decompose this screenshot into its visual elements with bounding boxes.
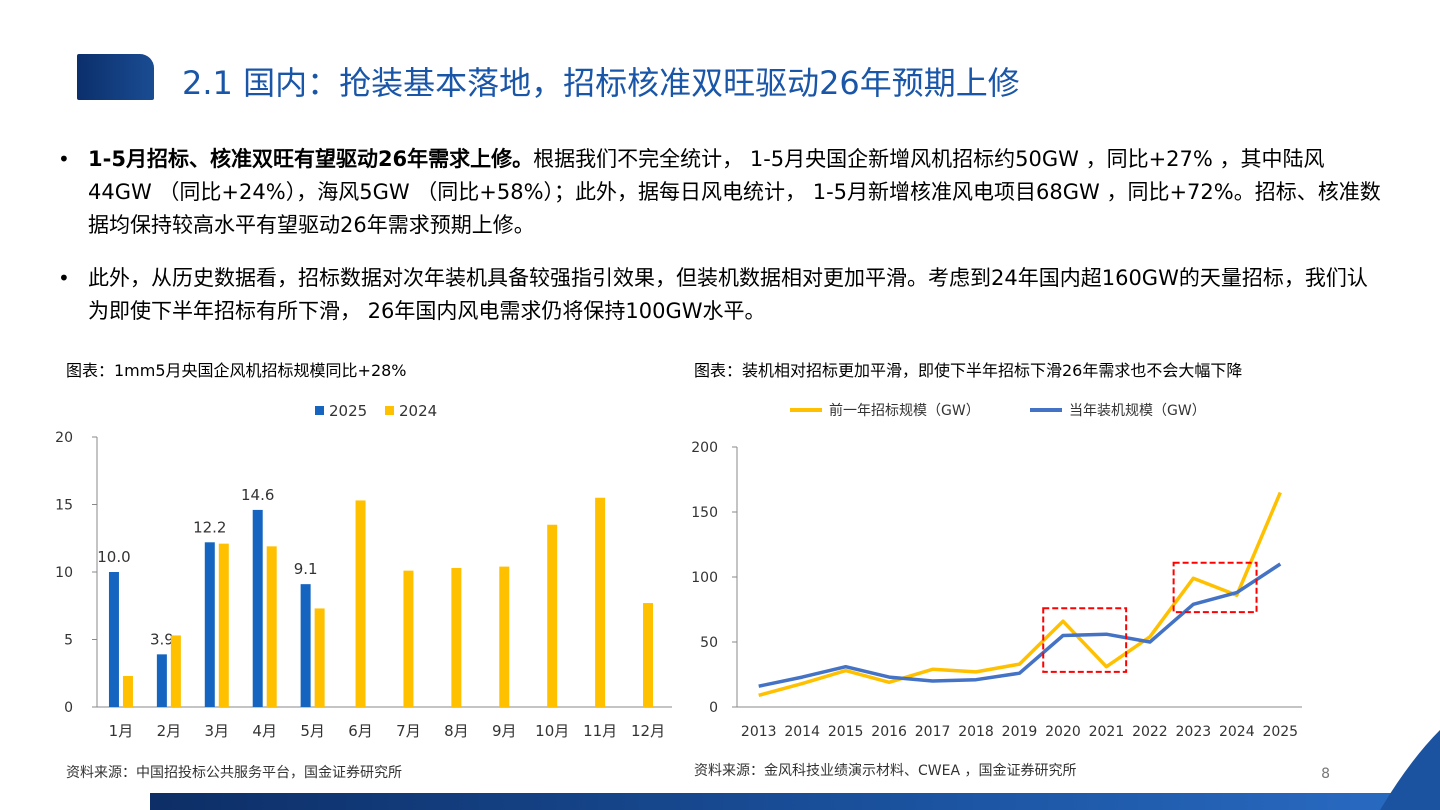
line-y-tick-label: 150: [691, 505, 718, 521]
legend-swatch-2025: [315, 406, 324, 415]
bullet-2-text: 此外，从历史数据看，招标数据对次年装机具备较强指引效果，但装机数据相对更加平滑。…: [88, 266, 1368, 323]
bullet-item-2: 此外，从历史数据看，招标数据对次年装机具备较强指引效果，但装机数据相对更加平滑。…: [58, 262, 1388, 328]
page-number: 8: [1321, 766, 1330, 782]
bullet-item-1: 1-5月招标、核准双旺有望驱动26年需求上修。根据我们不完全统计， 1-5月央国…: [58, 143, 1388, 242]
bar-2024: [218, 543, 229, 707]
line-series-prev-year-bidding: [758, 491, 1282, 697]
line-x-tick-label: 2020: [1045, 724, 1081, 740]
bar-x-tick-label: 5月: [300, 722, 325, 740]
legend-label-1: 当年装机规模（GW）: [1069, 403, 1206, 419]
bar-y-tick-label: 15: [55, 498, 73, 514]
footer-swoosh: [1380, 730, 1440, 810]
bar-2024: [170, 635, 181, 707]
bar-2024: [451, 567, 462, 707]
bar-data-label: 10.0: [97, 548, 130, 566]
page-title: 2.1 国内：抢装基本落地，招标核准双旺驱动26年预期上修: [182, 64, 1020, 102]
bar-x-tick-label: 8月: [444, 722, 469, 740]
bar-2024: [122, 675, 133, 707]
line-x-tick-label: 2017: [915, 724, 951, 740]
bullet-list: 1-5月招标、核准双旺有望驱动26年需求上修。根据我们不完全统计， 1-5月央国…: [58, 143, 1388, 348]
legend-label-0: 前一年招标规模（GW）: [829, 402, 980, 419]
bar-data-label: 3.9: [150, 630, 174, 648]
right-figure-source: 资料来源：金风科技业绩演示材料、CWEA ，国金证券研究所: [694, 763, 1077, 779]
line-series-current-installations: [758, 562, 1282, 688]
bar-x-tick-label: 11月: [583, 722, 617, 740]
line-x-tick-label: 2024: [1219, 724, 1255, 740]
line-x-tick-label: 2018: [958, 724, 994, 740]
line-y-tick-label: 0: [709, 700, 718, 716]
bullet-1-bold: 1-5月招标、核准双旺有望驱动26年需求上修。: [88, 147, 534, 171]
bar-data-label: 14.6: [241, 486, 274, 504]
bar-x-tick-label: 3月: [205, 722, 230, 740]
left-figure-source: 资料来源：中国招投标公共服务平台，国金证券研究所: [66, 765, 402, 781]
legend-swatch-2024: [385, 406, 394, 415]
bar-x-tick-label: 10月: [535, 722, 569, 740]
right-figure-caption: 图表：装机相对招标更加平滑，即使下半年招标下滑26年需求也不会大幅下降: [694, 361, 1243, 380]
line-x-tick-label: 2015: [828, 724, 864, 740]
bar-x-tick-label: 4月: [252, 722, 277, 740]
line-x-tick-label: 2016: [871, 724, 907, 740]
highlight-box: [1172, 561, 1258, 614]
bar-x-tick-label: 12月: [631, 722, 665, 740]
left-figure-caption: 图表：1mm5月央国企风机招标规模同比+28%: [66, 361, 407, 380]
bar-x-tick-label: 9月: [492, 722, 517, 740]
bar-y-tick-label: 0: [64, 700, 73, 716]
legend-label-2024: 2024: [399, 402, 437, 420]
bar-chart: 0 5 10 15 20 1月 10.0 2月 3.9 3月 12.2 4月 14.6 5月 9.1 6月 7月…: [55, 402, 672, 740]
title-accent-block: [77, 54, 154, 100]
line-y-tick-label: 200: [691, 440, 718, 456]
bar-x-tick-label: 2月: [157, 722, 182, 740]
footer-band: [150, 793, 1440, 810]
line-y-tick-label: 50: [700, 635, 718, 651]
bar-y-tick-label: 5: [64, 633, 73, 649]
bar-x-tick-label: 1月: [109, 722, 134, 740]
bar-2025: [204, 542, 215, 707]
bar-2024: [499, 566, 510, 707]
line-x-tick-label: 2019: [1002, 724, 1038, 740]
bar-2024: [314, 608, 325, 707]
line-x-tick-label: 2021: [1089, 724, 1125, 740]
highlight-box: [1042, 607, 1128, 673]
bar-2025: [108, 572, 119, 707]
bar-x-tick-label: 6月: [348, 722, 373, 740]
bar-2025: [156, 654, 167, 707]
bar-2024: [403, 570, 414, 707]
bar-2024: [643, 603, 654, 707]
bar-y-tick-label: 20: [55, 430, 73, 446]
line-x-tick-label: 2014: [784, 724, 820, 740]
line-x-tick-label: 2022: [1132, 724, 1168, 740]
line-y-tick-label: 100: [691, 570, 718, 586]
bar-2024: [595, 497, 606, 707]
bar-2025: [300, 584, 311, 707]
bar-2024: [355, 500, 366, 707]
bar-2024: [547, 524, 558, 707]
bullet-1-text: 根据我们不完全统计， 1-5月央国企新增风机招标约50GW ，同比+27% ，其…: [88, 147, 1381, 237]
bar-2024: [266, 546, 277, 707]
bar-data-label: 12.2: [193, 518, 226, 536]
line-x-tick-label: 2013: [741, 724, 777, 740]
legend-label-2025: 2025: [329, 402, 367, 420]
line-chart: 0 50 100 150 200 2013 2014 2015 2016 2017 2018 2019…: [691, 402, 1302, 740]
bar-2025: [252, 509, 263, 707]
line-x-tick-label: 2023: [1176, 724, 1212, 740]
bar-x-tick-label: 7月: [396, 722, 421, 740]
line-x-tick-label: 2025: [1262, 724, 1298, 740]
bar-y-tick-label: 10: [55, 565, 73, 581]
bar-data-label: 9.1: [294, 560, 318, 578]
